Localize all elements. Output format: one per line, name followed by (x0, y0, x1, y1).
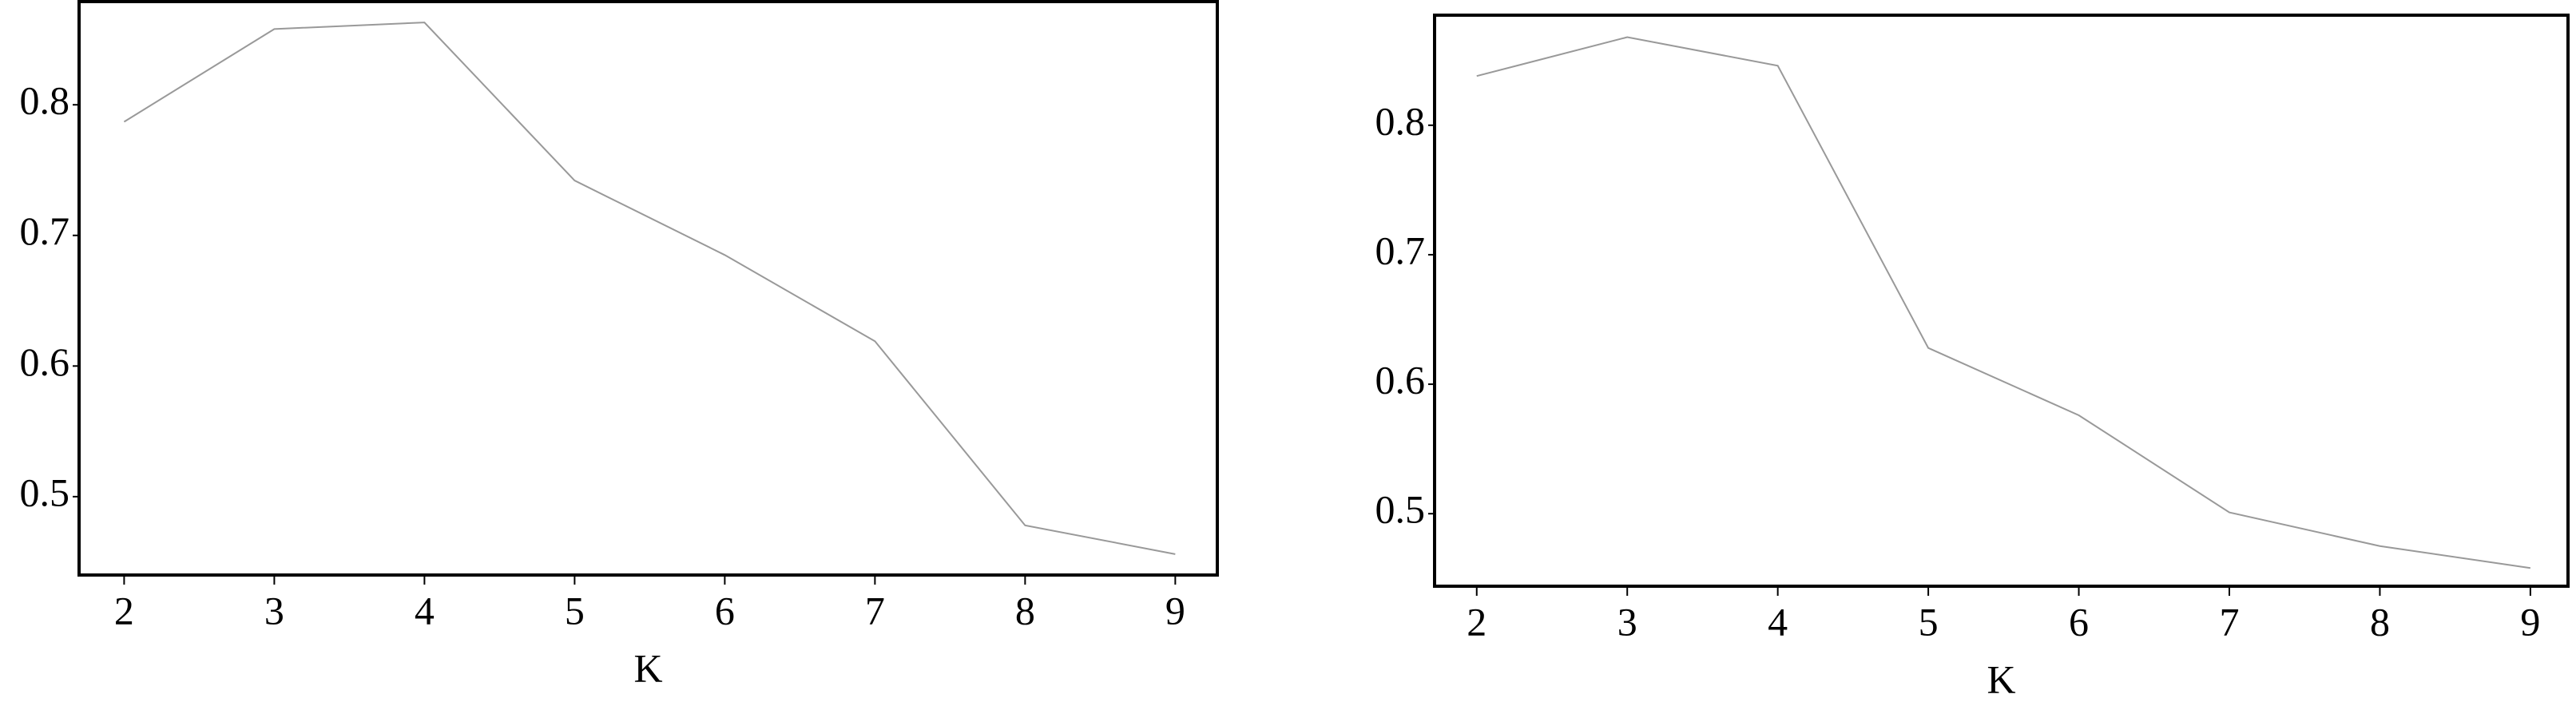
x-tick-label: 3 (264, 588, 284, 633)
x-tick-label: 3 (1617, 599, 1637, 644)
x-tick-label: 4 (1768, 599, 1788, 644)
y-tick-label: 0.8 (20, 78, 70, 123)
y-tick-label: 0.5 (1375, 487, 1426, 532)
x-tick-label: 2 (1467, 599, 1486, 644)
plot-frame (1433, 14, 2570, 588)
x-tick-label: 9 (1165, 588, 1185, 633)
plot-frame (77, 0, 1219, 577)
line-series (123, 22, 1176, 555)
y-tick-label: 0.8 (1375, 98, 1426, 143)
x-tick-label: 7 (2219, 599, 2239, 644)
x-tick-label: 6 (715, 588, 735, 633)
x-axis-label: K (633, 645, 662, 690)
x-tick-label: 9 (2520, 599, 2540, 644)
x-axis-label: K (1987, 656, 2015, 701)
y-tick-label: 0.5 (20, 470, 70, 514)
y-tick-label: 0.7 (20, 208, 70, 253)
x-tick-label: 8 (2370, 599, 2390, 644)
x-tick-label: 6 (2069, 599, 2089, 644)
x-tick-label: 5 (1919, 599, 1939, 644)
x-tick-label: 4 (415, 588, 435, 633)
x-tick-label: 5 (565, 588, 585, 633)
y-tick-label: 0.6 (20, 339, 70, 384)
x-tick-label: 2 (114, 588, 134, 633)
x-tick-label: 7 (865, 588, 885, 633)
y-tick-label: 0.7 (1375, 228, 1426, 272)
line-series (1476, 36, 2531, 569)
y-tick-label: 0.6 (1375, 358, 1426, 403)
x-tick-label: 8 (1015, 588, 1035, 633)
